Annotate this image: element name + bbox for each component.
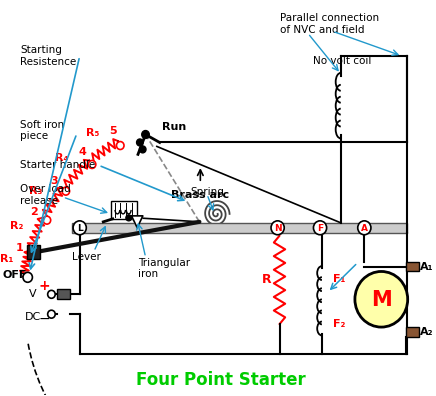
Text: Brass arc: Brass arc bbox=[171, 190, 229, 200]
Text: F: F bbox=[317, 224, 323, 233]
Text: OFF: OFF bbox=[2, 270, 27, 280]
Circle shape bbox=[355, 272, 408, 327]
Text: R₄: R₄ bbox=[54, 154, 68, 164]
Text: No volt coil: No volt coil bbox=[313, 56, 372, 66]
Circle shape bbox=[48, 290, 55, 298]
Circle shape bbox=[73, 221, 86, 235]
Text: A₁: A₁ bbox=[420, 261, 433, 272]
Circle shape bbox=[358, 221, 371, 235]
Text: Starting
Resistence: Starting Resistence bbox=[20, 45, 77, 67]
Text: Over load
release: Over load release bbox=[20, 184, 71, 206]
Text: F₁: F₁ bbox=[333, 274, 346, 284]
Text: Soft iron
piece: Soft iron piece bbox=[20, 120, 65, 141]
Text: A: A bbox=[361, 224, 368, 233]
Text: Run: Run bbox=[163, 122, 187, 131]
Circle shape bbox=[140, 146, 146, 153]
Circle shape bbox=[142, 131, 149, 139]
Text: R: R bbox=[262, 273, 271, 286]
Text: 3: 3 bbox=[51, 176, 58, 186]
FancyBboxPatch shape bbox=[27, 246, 40, 259]
Text: R₁: R₁ bbox=[0, 253, 13, 263]
Circle shape bbox=[43, 216, 51, 224]
Text: V: V bbox=[29, 289, 36, 299]
Text: L: L bbox=[77, 224, 82, 233]
Text: R₂: R₂ bbox=[10, 221, 24, 230]
Text: −: − bbox=[38, 312, 50, 326]
FancyBboxPatch shape bbox=[57, 289, 70, 299]
FancyBboxPatch shape bbox=[111, 201, 137, 219]
Circle shape bbox=[271, 221, 284, 235]
Text: Triangular
iron: Triangular iron bbox=[138, 257, 190, 279]
Text: N: N bbox=[274, 224, 282, 233]
Circle shape bbox=[30, 248, 37, 257]
Circle shape bbox=[88, 160, 96, 168]
Text: Four Point Starter: Four Point Starter bbox=[136, 371, 306, 388]
Text: R₃: R₃ bbox=[29, 186, 42, 196]
Circle shape bbox=[23, 272, 32, 282]
Circle shape bbox=[313, 221, 327, 235]
Text: A₂: A₂ bbox=[420, 327, 433, 337]
FancyBboxPatch shape bbox=[406, 261, 419, 272]
Text: M: M bbox=[371, 290, 392, 310]
Circle shape bbox=[116, 141, 124, 150]
Text: F₂: F₂ bbox=[333, 319, 346, 329]
Text: DC: DC bbox=[24, 312, 41, 322]
Text: Parallel connection
of NVC and field: Parallel connection of NVC and field bbox=[279, 13, 378, 35]
Polygon shape bbox=[132, 216, 143, 228]
FancyBboxPatch shape bbox=[72, 223, 407, 233]
Circle shape bbox=[48, 310, 55, 318]
Circle shape bbox=[62, 187, 70, 195]
Text: 1: 1 bbox=[15, 242, 23, 253]
Text: Starter handle: Starter handle bbox=[20, 160, 95, 170]
Text: 5: 5 bbox=[109, 126, 117, 136]
Circle shape bbox=[136, 139, 143, 146]
Text: R₅: R₅ bbox=[86, 128, 99, 137]
FancyBboxPatch shape bbox=[406, 327, 419, 337]
Text: 2: 2 bbox=[30, 208, 37, 217]
Text: Lever: Lever bbox=[72, 251, 101, 262]
Text: +: + bbox=[38, 279, 50, 293]
Text: Spring: Spring bbox=[190, 187, 224, 197]
Circle shape bbox=[126, 215, 132, 221]
Text: 4: 4 bbox=[79, 147, 87, 157]
